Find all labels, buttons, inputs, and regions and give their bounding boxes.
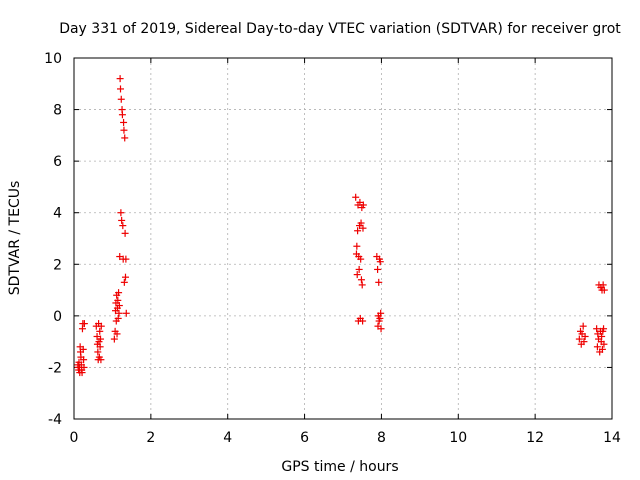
- data-point: [354, 227, 362, 235]
- data-point: [579, 322, 587, 330]
- y-tick-labels: -4 -2 0 2 4 6 8 10: [44, 51, 62, 428]
- data-point: [357, 255, 365, 263]
- x-tick-label: 2: [146, 430, 155, 446]
- y-tick-label: 2: [53, 257, 62, 273]
- data-point: [97, 335, 105, 343]
- data-point: [593, 343, 601, 351]
- plot-frame: [73, 57, 613, 420]
- data-point: [575, 335, 583, 343]
- data-point: [359, 224, 367, 232]
- x-tick-label: 14: [603, 430, 621, 446]
- x-tick-labels: 0 2 4 6 8 10 12 14: [70, 430, 621, 446]
- data-point: [94, 348, 102, 356]
- data-point: [116, 85, 124, 93]
- data-point: [96, 327, 104, 335]
- data-point: [115, 309, 123, 317]
- data-point: [598, 345, 606, 353]
- data-point: [119, 222, 127, 230]
- data-point: [80, 356, 88, 364]
- data-point: [599, 281, 607, 289]
- data-point: [117, 95, 125, 103]
- data-point: [353, 271, 361, 279]
- x-tick-label: 8: [377, 430, 386, 446]
- data-point: [121, 273, 129, 281]
- data-point: [600, 286, 608, 294]
- x-tick-label: 10: [449, 430, 467, 446]
- data-point: [79, 345, 87, 353]
- y-tick-label: 0: [53, 309, 62, 325]
- data-point: [116, 75, 124, 83]
- data-point: [78, 369, 86, 377]
- data-point: [353, 242, 361, 250]
- data-point: [377, 309, 385, 317]
- data-point: [97, 356, 105, 364]
- data-point: [115, 289, 123, 297]
- data-point: [117, 209, 125, 217]
- x-tick-label: 0: [70, 430, 79, 446]
- data-point: [113, 330, 121, 338]
- data-point: [110, 335, 118, 343]
- data-point: [115, 302, 123, 310]
- data-point: [121, 229, 129, 237]
- grid-lines: [74, 58, 612, 419]
- x-axis-label: GPS time / hours: [281, 459, 398, 475]
- data-point: [600, 325, 608, 333]
- y-tick-label: -4: [48, 412, 62, 428]
- data-point: [118, 111, 126, 119]
- y-tick-label: 4: [53, 206, 62, 222]
- data-point: [120, 278, 128, 286]
- axis-ticks: [73, 57, 613, 420]
- data-point: [355, 265, 363, 273]
- data-point: [377, 325, 385, 333]
- x-tick-label: 6: [300, 430, 309, 446]
- data-point: [359, 201, 367, 209]
- data-points: [74, 75, 608, 377]
- data-point: [376, 314, 384, 322]
- data-point: [580, 338, 588, 346]
- data-point: [581, 332, 589, 340]
- data-point: [120, 118, 128, 126]
- data-point: [600, 340, 608, 348]
- data-point: [122, 309, 130, 317]
- chart-title: Day 331 of 2019, Sidereal Day-to-day VTE…: [59, 21, 621, 37]
- data-point: [598, 332, 606, 340]
- data-point: [120, 126, 128, 134]
- y-tick-label: 6: [53, 154, 62, 170]
- data-point: [96, 343, 104, 351]
- data-point: [358, 281, 366, 289]
- y-axis-label: SDTVAR / TECUs: [7, 181, 23, 296]
- data-point: [375, 278, 383, 286]
- data-point: [80, 363, 88, 371]
- y-tick-label: -2: [48, 360, 62, 376]
- data-point: [80, 320, 88, 328]
- data-point: [374, 265, 382, 273]
- data-point: [97, 322, 105, 330]
- data-point: [376, 258, 384, 266]
- data-point: [359, 317, 367, 325]
- data-point: [114, 314, 122, 322]
- data-point: [121, 134, 129, 142]
- data-point: [357, 276, 365, 284]
- data-point: [593, 325, 601, 333]
- y-tick-label: 10: [44, 51, 62, 67]
- data-point: [352, 193, 360, 201]
- data-point: [114, 296, 122, 304]
- data-point: [357, 219, 365, 227]
- data-point: [118, 216, 126, 224]
- x-tick-label: 12: [526, 430, 544, 446]
- y-tick-label: 8: [53, 103, 62, 119]
- data-point: [122, 255, 130, 263]
- x-tick-label: 4: [223, 430, 232, 446]
